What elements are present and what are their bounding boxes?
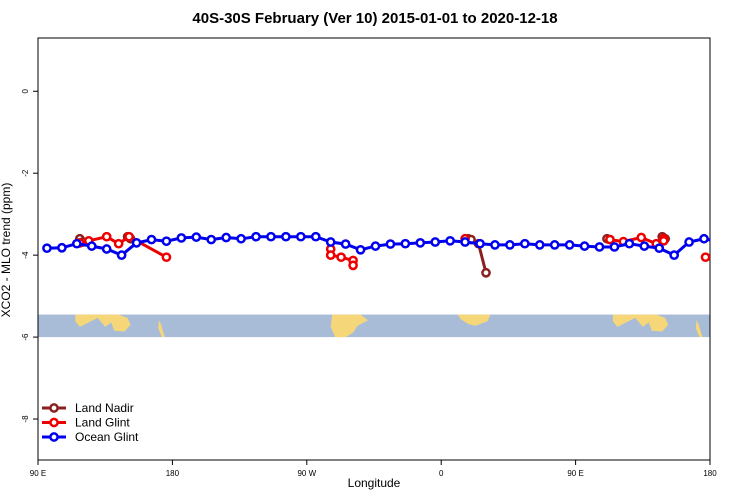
data-point — [191, 232, 202, 242]
y-axis-label: XCO2 - MLO trend (ppm) — [0, 182, 13, 318]
data-point — [370, 241, 381, 251]
data-point — [355, 244, 366, 255]
legend-marker — [49, 432, 59, 442]
data-point — [113, 238, 124, 249]
data-point — [161, 252, 172, 263]
x-tick-label: 180 — [703, 469, 717, 478]
x-axis-label: Longitude — [347, 476, 401, 490]
data-point — [124, 231, 134, 242]
data-point — [700, 252, 710, 263]
data-point — [348, 260, 358, 271]
data-point — [594, 242, 605, 252]
data-point — [57, 242, 67, 253]
series-layer — [42, 231, 722, 278]
data-point — [71, 238, 82, 249]
data-point — [549, 240, 560, 250]
data-point — [519, 238, 530, 249]
data-point — [251, 231, 261, 242]
data-point — [385, 239, 396, 249]
world-map-band — [38, 314, 710, 338]
data-point — [400, 238, 411, 249]
y-tick-label: 0 — [21, 88, 30, 93]
data-point — [534, 240, 545, 250]
data-point — [654, 243, 665, 254]
data-point — [340, 239, 351, 249]
data-point — [131, 238, 142, 248]
x-tick-label: 90 E — [567, 469, 583, 478]
data-point — [221, 232, 232, 243]
data-point — [430, 237, 441, 247]
data-point — [699, 233, 709, 244]
data-point — [146, 234, 157, 245]
legend-label: Land Glint — [75, 416, 130, 430]
data-point — [609, 242, 620, 252]
data-point — [101, 244, 112, 254]
new-zealand-land — [158, 320, 165, 338]
data-point — [161, 236, 172, 247]
new-zealand-land-2 — [695, 320, 703, 338]
data-point — [564, 240, 575, 250]
series-land-glint — [74, 231, 710, 271]
australia-land — [75, 314, 131, 332]
y-tick-label: -4 — [21, 251, 30, 259]
data-point — [684, 237, 694, 247]
legend-marker — [49, 403, 59, 413]
ocean-band — [38, 314, 710, 338]
data-point — [116, 250, 127, 260]
data-point — [206, 234, 217, 245]
data-point — [636, 232, 647, 243]
data-point — [715, 238, 722, 245]
data-point — [101, 231, 112, 242]
data-point — [624, 238, 635, 249]
legend-item: Land Glint — [42, 416, 130, 430]
axes: 90 E 180 90 W 0 90 E 180 0 -2 -4 -6 -8 — [21, 37, 717, 478]
y-tick-label: -6 — [21, 333, 30, 341]
x-tick-label: 180 — [166, 469, 180, 478]
series-line — [46, 235, 710, 257]
data-point — [669, 250, 680, 260]
data-point — [415, 238, 426, 248]
data-point — [86, 241, 97, 251]
data-point — [295, 231, 306, 242]
data-point — [176, 233, 187, 243]
south-america-land — [330, 314, 368, 338]
data-point — [481, 267, 491, 278]
legend-item: Land Nadir — [42, 401, 134, 415]
x-tick-label: 0 — [439, 469, 444, 478]
data-point — [490, 240, 500, 250]
series-ocean-glint — [42, 231, 722, 260]
legend-item: Ocean Glint — [42, 430, 139, 444]
data-point — [325, 237, 336, 247]
data-point — [325, 250, 336, 260]
australia-land-2 — [612, 314, 669, 332]
data-point — [236, 233, 246, 244]
chart-title: 40S-30S February (Ver 10) 2015-01-01 to … — [192, 10, 558, 27]
data-point — [460, 237, 470, 247]
data-point — [266, 231, 276, 242]
legend-label: Ocean Glint — [75, 430, 139, 444]
data-point — [310, 231, 321, 242]
data-point — [445, 235, 456, 246]
data-point — [505, 240, 515, 250]
data-point — [579, 241, 590, 251]
x-tick-label: 90 E — [30, 469, 46, 478]
data-point — [475, 238, 485, 249]
data-point — [281, 231, 291, 242]
y-tick-label: -8 — [21, 415, 30, 423]
legend-marker — [49, 417, 59, 428]
data-point — [336, 252, 346, 263]
data-point — [658, 235, 669, 246]
legend-label: Land Nadir — [75, 401, 134, 415]
data-point — [605, 234, 615, 245]
y-tick-label: -2 — [21, 169, 30, 177]
x-tick-label: 90 W — [297, 469, 316, 478]
data-point — [639, 241, 650, 251]
data-point — [42, 243, 52, 254]
africa-land — [457, 314, 491, 326]
plot-frame — [37, 37, 711, 461]
